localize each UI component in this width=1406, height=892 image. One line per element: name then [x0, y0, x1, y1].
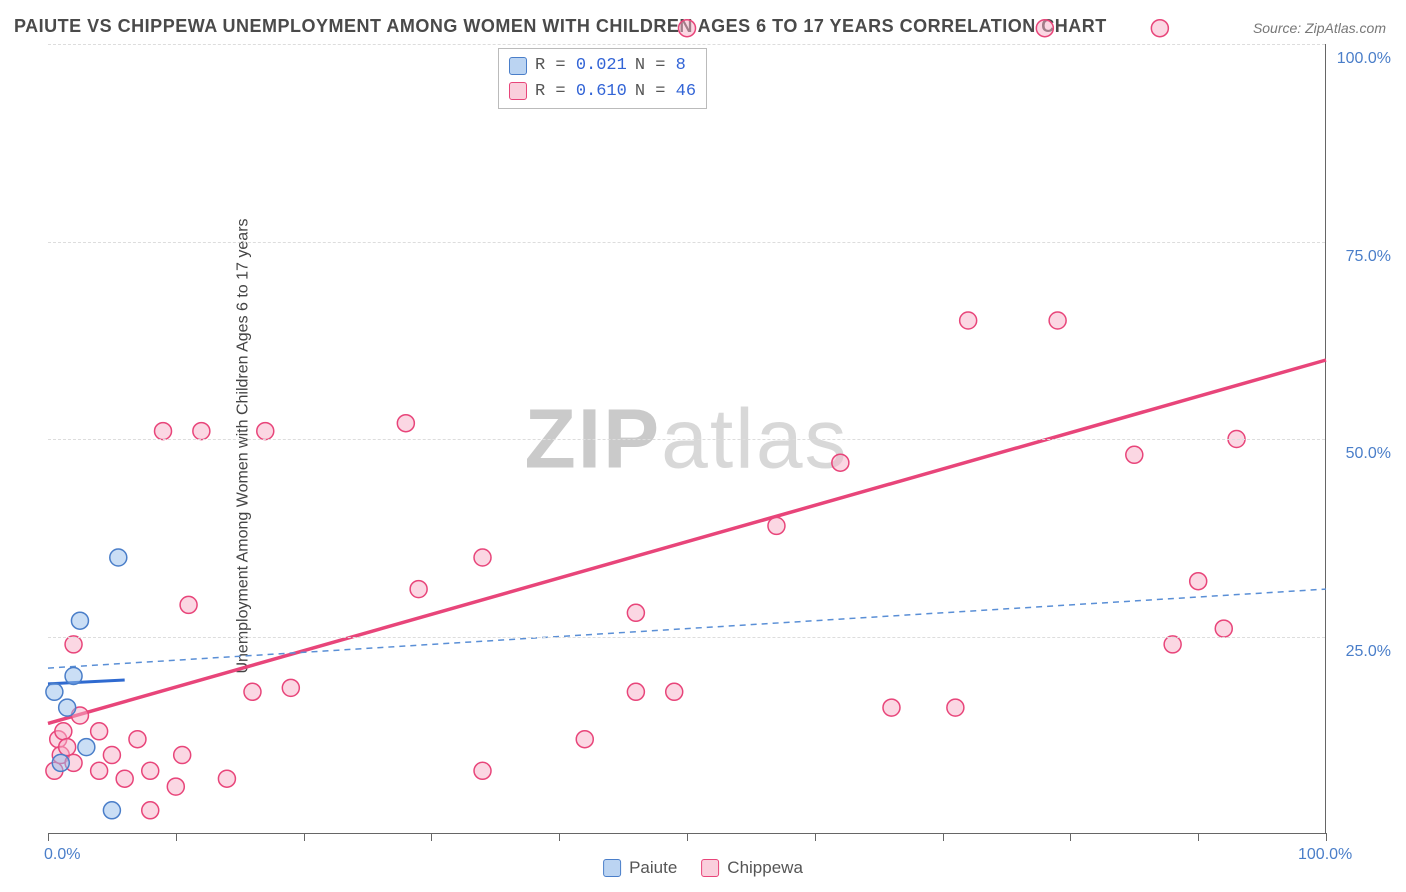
- data-point: [71, 612, 88, 629]
- x-tick: [431, 833, 432, 841]
- stats-legend: R = 0.021 N = 8 R = 0.610 N = 46: [498, 48, 707, 109]
- data-point: [576, 731, 593, 748]
- data-point: [167, 778, 184, 795]
- data-point: [627, 683, 644, 700]
- data-point: [397, 415, 414, 432]
- x-tick: [559, 833, 560, 841]
- stats-row-paiute: R = 0.021 N = 8: [509, 53, 696, 79]
- data-point: [65, 636, 82, 653]
- data-point: [103, 747, 120, 764]
- data-point: [46, 683, 63, 700]
- data-point: [174, 747, 191, 764]
- data-point: [129, 731, 146, 748]
- data-point: [257, 423, 274, 440]
- data-point: [218, 770, 235, 787]
- x-tick: [304, 833, 305, 841]
- data-point: [474, 549, 491, 566]
- legend-item-chippewa: Chippewa: [701, 858, 803, 878]
- data-point: [52, 754, 69, 771]
- data-point: [55, 723, 72, 740]
- data-point: [679, 20, 696, 37]
- data-point: [947, 699, 964, 716]
- data-point: [116, 770, 133, 787]
- legend-item-paiute: Paiute: [603, 858, 677, 878]
- data-point: [91, 723, 108, 740]
- x-tick-label: 0.0%: [44, 846, 80, 864]
- data-point: [1049, 312, 1066, 329]
- data-point: [142, 802, 159, 819]
- data-point: [155, 423, 172, 440]
- x-tick: [48, 833, 49, 841]
- trend-line: [48, 680, 125, 684]
- x-tick: [943, 833, 944, 841]
- data-point: [59, 739, 76, 756]
- legend-label: Chippewa: [727, 858, 803, 878]
- data-point: [627, 604, 644, 621]
- x-tick: [176, 833, 177, 841]
- x-tick: [1326, 833, 1327, 841]
- data-point: [1126, 446, 1143, 463]
- data-point: [768, 517, 785, 534]
- stats-row-chippewa: R = 0.610 N = 46: [509, 79, 696, 105]
- data-point: [474, 762, 491, 779]
- plot-area: ZIPatlas R = 0.021 N = 8 R = 0.610 N = 4…: [48, 44, 1326, 834]
- x-tick: [1198, 833, 1199, 841]
- data-point: [193, 423, 210, 440]
- gridline: [48, 637, 1325, 638]
- data-point: [78, 739, 95, 756]
- trend-line: [48, 360, 1326, 723]
- data-point: [65, 668, 82, 685]
- source-label: Source: ZipAtlas.com: [1253, 20, 1386, 36]
- y-tick-label: 75.0%: [1346, 248, 1391, 266]
- swatch-pink-icon: [701, 859, 719, 877]
- data-point: [103, 802, 120, 819]
- data-point: [59, 699, 76, 716]
- data-point: [110, 549, 127, 566]
- data-point: [142, 762, 159, 779]
- data-point: [410, 581, 427, 598]
- data-point: [1151, 20, 1168, 37]
- x-tick: [815, 833, 816, 841]
- gridline: [48, 439, 1325, 440]
- data-point: [1036, 20, 1053, 37]
- data-point: [282, 679, 299, 696]
- data-point: [832, 454, 849, 471]
- y-tick-label: 25.0%: [1346, 643, 1391, 661]
- legend-label: Paiute: [629, 858, 677, 878]
- chart-title: PAIUTE VS CHIPPEWA UNEMPLOYMENT AMONG WO…: [14, 16, 1107, 37]
- data-point: [883, 699, 900, 716]
- data-point: [1164, 636, 1181, 653]
- data-point: [960, 312, 977, 329]
- y-tick-label: 50.0%: [1346, 445, 1391, 463]
- x-tick-label: 100.0%: [1298, 846, 1352, 864]
- series-legend: Paiute Chippewa: [603, 858, 803, 878]
- y-tick-label: 100.0%: [1337, 50, 1391, 68]
- data-point: [180, 596, 197, 613]
- x-tick: [1070, 833, 1071, 841]
- swatch-pink-icon: [509, 82, 527, 100]
- trend-line: [48, 589, 1326, 668]
- data-point: [1215, 620, 1232, 637]
- gridline: [48, 44, 1325, 45]
- swatch-blue-icon: [603, 859, 621, 877]
- data-point: [91, 762, 108, 779]
- data-point: [1190, 573, 1207, 590]
- x-tick: [687, 833, 688, 841]
- data-point: [666, 683, 683, 700]
- swatch-blue-icon: [509, 57, 527, 75]
- gridline: [48, 242, 1325, 243]
- data-point: [244, 683, 261, 700]
